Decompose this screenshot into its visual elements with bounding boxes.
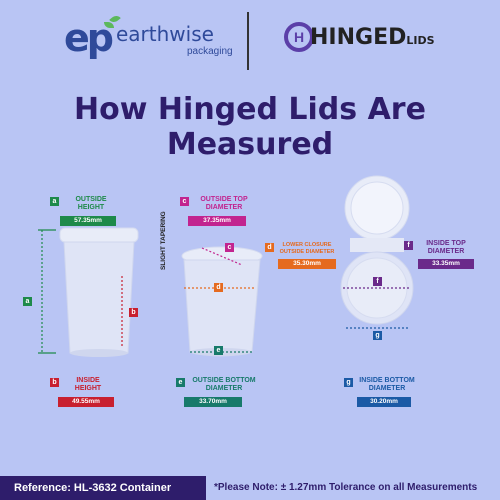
leaf-icon xyxy=(104,22,114,28)
label-d-value: 35.30mm xyxy=(278,259,336,269)
marker-d: d xyxy=(214,283,223,292)
label-d-letter: d xyxy=(265,243,274,252)
label-f-text: INSIDE TOP DIAMETER xyxy=(426,240,466,255)
label-a-letter: a xyxy=(50,197,59,206)
marker-a: a xyxy=(23,297,32,306)
label-g-value: 30.20mm xyxy=(357,397,411,407)
label-a-value: 57.35mm xyxy=(60,216,116,226)
marker-e: e xyxy=(214,346,223,355)
brand-name: earthwise xyxy=(116,22,214,46)
container-3 xyxy=(340,175,414,325)
label-e-text: OUTSIDE BOTTOM DIAMETER xyxy=(192,377,256,392)
slight-tapering-label: SLIGHT TAPERING xyxy=(160,211,167,270)
label-a-text: OUTSIDE HEIGHT xyxy=(75,196,107,211)
page-title: How Hinged Lids Are Measured xyxy=(74,92,426,162)
label-e-letter: e xyxy=(176,378,185,387)
label-g-text: INSIDE BOTTOM DIAMETER xyxy=(359,377,415,392)
marker-b: b xyxy=(129,308,138,317)
label-e-value: 33.70mm xyxy=(184,397,242,407)
brand-sub: packaging xyxy=(187,46,233,57)
label-f-value: 33.35mm xyxy=(418,259,474,269)
label-b-text: INSIDE HEIGHT xyxy=(74,377,102,392)
marker-f: f xyxy=(373,277,382,286)
marker-g: g xyxy=(373,331,382,340)
label-c-value: 37.35mm xyxy=(188,216,246,226)
hl-mark: H xyxy=(284,22,314,52)
hl-word: HINGED xyxy=(310,25,407,50)
label-c-text: OUTSIDE TOP DIAMETER xyxy=(200,196,248,211)
container-2 xyxy=(181,246,263,357)
label-c-letter: c xyxy=(180,197,189,206)
divider xyxy=(247,12,249,70)
label-b-value: 49.55mm xyxy=(58,397,114,407)
container-diagram xyxy=(38,175,414,357)
container-1 xyxy=(59,227,139,357)
label-d-text: LOWER CLOSURE OUTSIDE DIAMETER xyxy=(279,242,335,255)
earthwise-logo: ep earthwise packaging xyxy=(64,13,234,68)
marker-c: c xyxy=(225,243,234,252)
hl-suffix: LIDS xyxy=(406,34,435,47)
reference-banner: Reference: HL-3632 Container xyxy=(0,476,206,500)
label-b-letter: b xyxy=(50,378,59,387)
label-g-letter: g xyxy=(344,378,353,387)
hl-wordmark: HINGEDLIDS xyxy=(310,25,435,50)
label-f-letter: f xyxy=(404,241,413,250)
tolerance-note: *Please Note: ± 1.27mm Tolerance on all … xyxy=(214,482,478,493)
